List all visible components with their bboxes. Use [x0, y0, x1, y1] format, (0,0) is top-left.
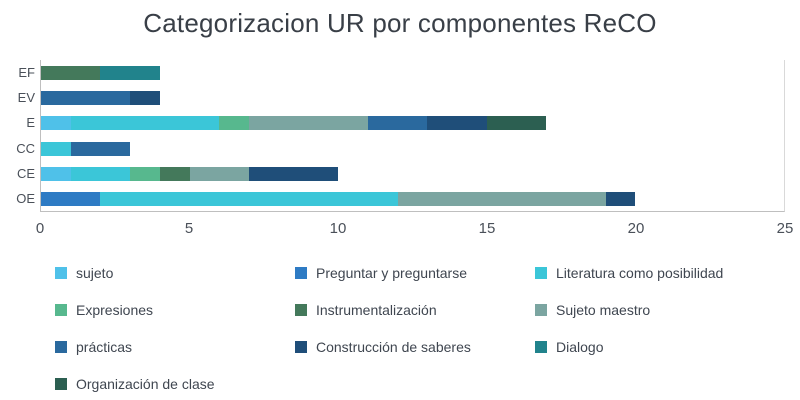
x-tick-label: 15	[478, 220, 496, 237]
legend-label: prácticas	[76, 339, 133, 355]
bar-segment	[70, 141, 131, 156]
bar-segment	[219, 116, 250, 131]
legend-swatch	[55, 304, 67, 316]
legend-label: Sujeto maestro	[556, 302, 651, 318]
legend-item: Organización de clase	[55, 373, 295, 395]
bar-segment	[41, 91, 131, 105]
bar-segment	[249, 167, 339, 181]
bar-row-EF: EF	[18, 65, 784, 80]
legend-swatch	[535, 341, 547, 353]
bar-row-E: E	[26, 116, 784, 131]
x-tick-label: 10	[329, 220, 347, 237]
bar-segment	[70, 167, 131, 181]
legend-swatch	[55, 267, 67, 279]
legend-swatch	[295, 267, 307, 279]
legend-swatch	[535, 267, 547, 279]
legend-swatch	[55, 378, 67, 390]
legend-label: Literatura como posibilidad	[556, 265, 724, 281]
category-label: E	[26, 115, 35, 131]
legend-label: Instrumentalización	[316, 302, 437, 318]
bar-row-CE: CE	[17, 167, 784, 181]
legend-item: Instrumentalización	[295, 299, 535, 321]
legend-item: sujeto	[55, 262, 295, 284]
legend-label: Construcción de saberes	[316, 339, 471, 355]
bar-segment	[397, 192, 606, 207]
bar-segment	[130, 167, 160, 181]
legend-label: sujeto	[76, 265, 114, 281]
plot-area: EF EV E CC CE OE	[16, 60, 785, 212]
bar-segment	[70, 116, 220, 131]
legend-swatch	[295, 304, 307, 316]
category-label: EV	[17, 90, 35, 105]
legend-swatch	[295, 341, 307, 353]
legend-item: Expresiones	[55, 299, 295, 321]
bar-segment	[100, 65, 160, 80]
legend-item: Sujeto maestro	[535, 299, 775, 321]
x-tick-label: 0	[35, 220, 45, 237]
category-label: CE	[16, 166, 35, 181]
x-tick-label: 5	[184, 220, 194, 237]
bar-segment	[41, 141, 71, 156]
bar-segment	[367, 116, 428, 131]
legend-item: prácticas	[55, 336, 295, 358]
category-label: EF	[18, 64, 35, 80]
bar-row-CC: CC	[16, 141, 784, 156]
legend-label: Preguntar y preguntarse	[316, 265, 467, 281]
bar-segment	[130, 91, 160, 105]
bar-segment	[159, 167, 190, 181]
bar-segment	[249, 116, 368, 131]
x-tick-label: 20	[627, 220, 645, 237]
bar-segment	[41, 116, 71, 131]
bar-segment	[41, 65, 101, 80]
bar-row-EV: EV	[18, 91, 784, 105]
legend-label: Expresiones	[76, 302, 154, 318]
category-label: OE	[16, 191, 35, 207]
legend-item: Construcción de saberes	[295, 336, 535, 358]
legend: sujeto Preguntar y preguntarse Literatura …	[55, 262, 775, 395]
legend-item: Literatura como posibilidad	[535, 262, 775, 284]
bar-segment	[41, 192, 101, 207]
x-tick-label: 25	[776, 220, 794, 237]
legend-label: Organización de clase	[76, 376, 215, 392]
bar-segment	[427, 116, 487, 131]
legend-item: Preguntar y preguntarse	[295, 262, 535, 284]
legend-label: Dialogo	[556, 339, 604, 355]
bar-segment	[486, 116, 547, 131]
legend-item: Dialogo	[535, 336, 775, 358]
chart-title: Categorizacion UR por componentes ReCO	[143, 8, 657, 38]
legend-swatch	[535, 304, 547, 316]
legend-swatch	[55, 341, 67, 353]
bar-segment	[100, 192, 398, 207]
bar-segment	[605, 192, 636, 207]
bar-row-OE: OE	[16, 192, 784, 207]
bar-segment	[41, 167, 71, 181]
bar-segment	[189, 167, 250, 181]
category-label: CC	[16, 140, 35, 156]
x-axis: 0 5 10 15 20 25	[36, 220, 794, 242]
